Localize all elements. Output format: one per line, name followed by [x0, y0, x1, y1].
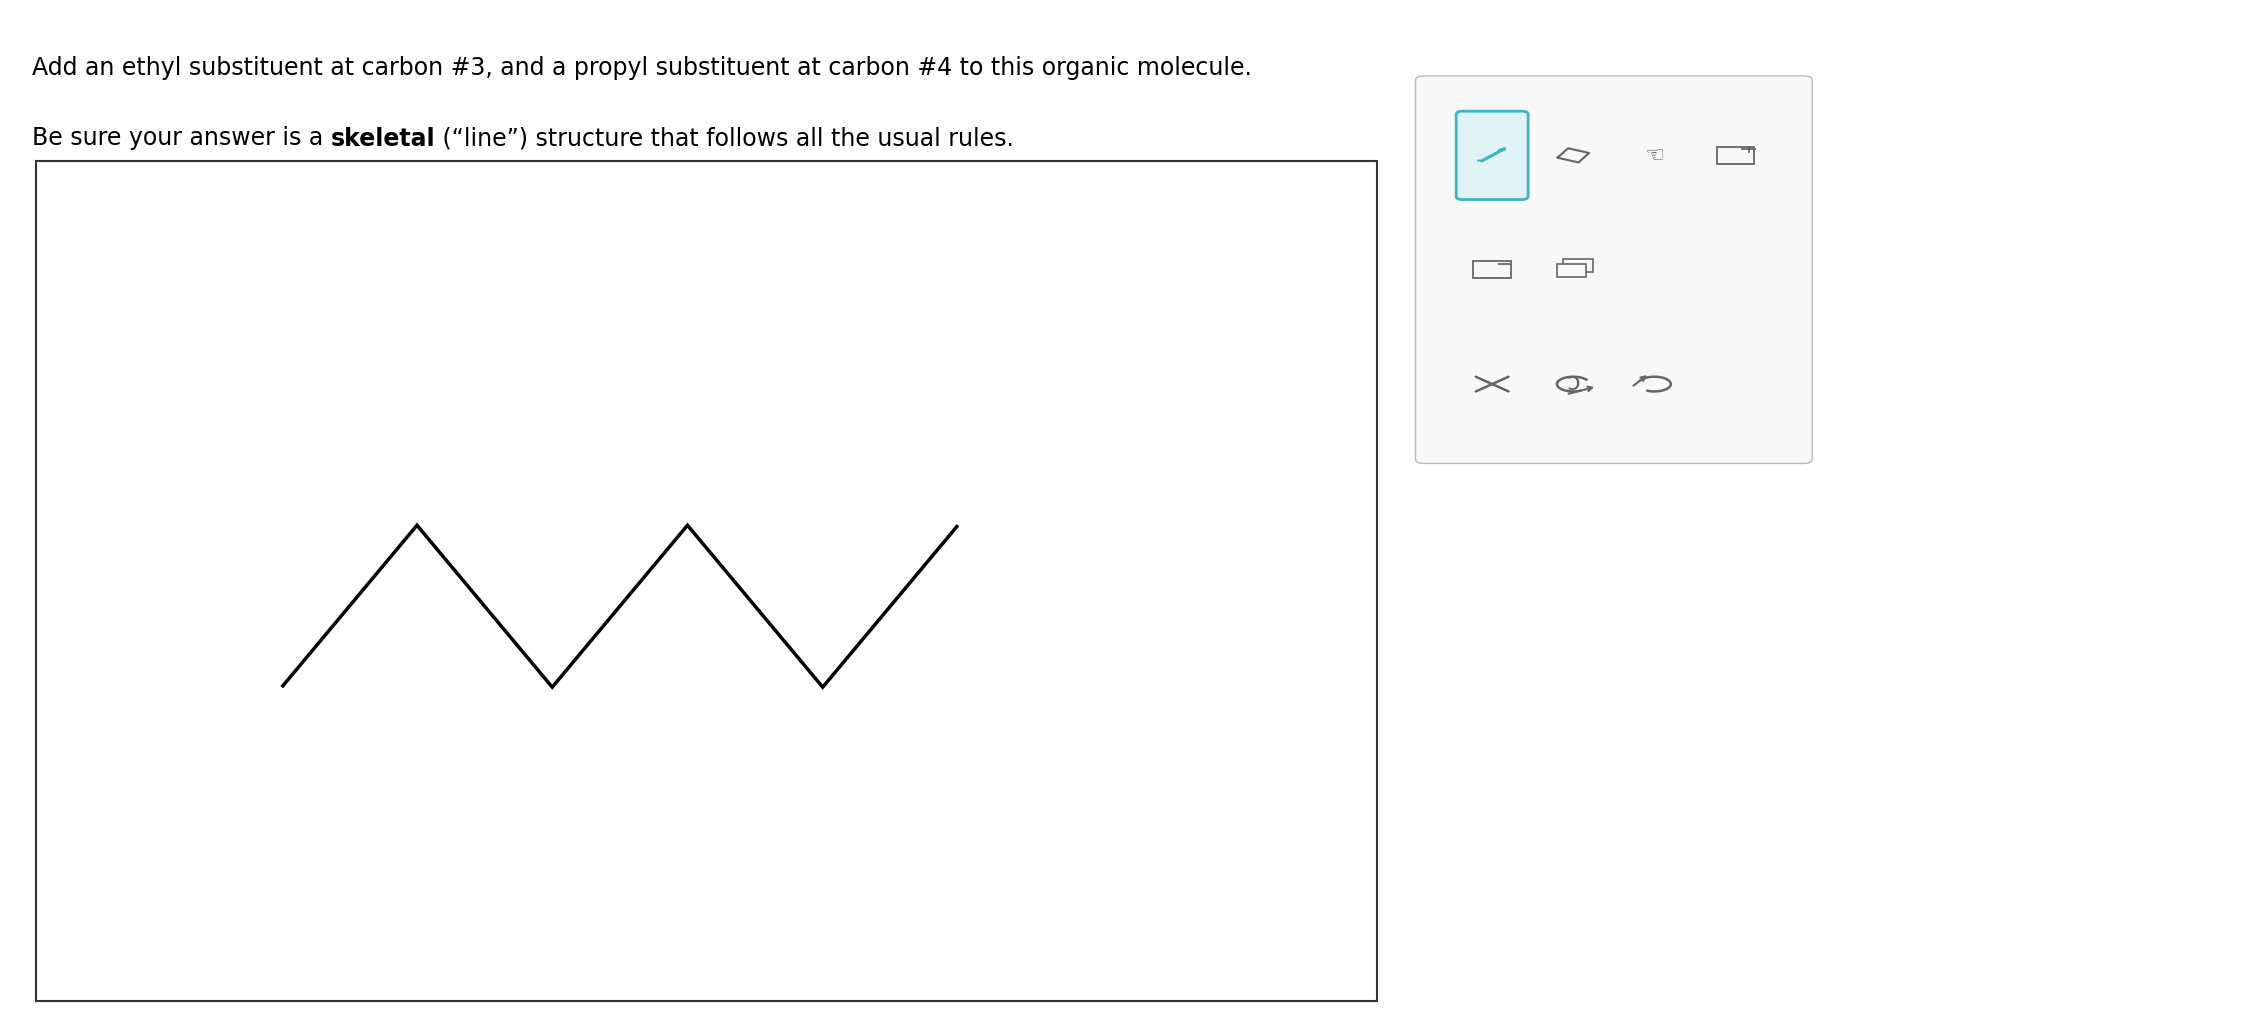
Bar: [1558, 265, 1587, 278]
Text: Add an ethyl substituent at carbon #3, and a propyl substituent at carbon #4 to : Add an ethyl substituent at carbon #3, a…: [32, 56, 1251, 80]
Bar: [1474, 262, 1510, 279]
Text: (“line”) structure that follows all the usual rules.: (“line”) structure that follows all the …: [435, 126, 1014, 151]
Text: ↄ: ↄ: [1567, 371, 1580, 394]
Text: Be sure your answer is a: Be sure your answer is a: [32, 126, 331, 151]
Bar: [1564, 260, 1594, 273]
Text: skeletal: skeletal: [331, 126, 435, 151]
FancyBboxPatch shape: [36, 162, 1377, 1001]
FancyBboxPatch shape: [1416, 77, 1812, 464]
FancyBboxPatch shape: [1456, 112, 1528, 200]
Text: ☜: ☜: [1645, 147, 1663, 166]
Bar: [1718, 148, 1754, 165]
